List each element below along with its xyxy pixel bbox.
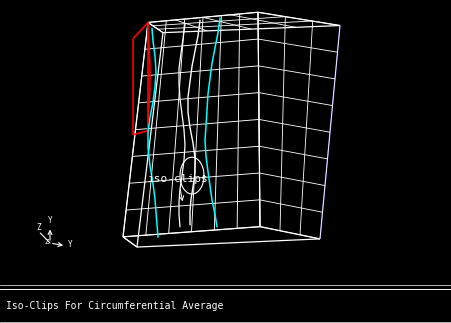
- Text: Z: Z: [37, 223, 41, 232]
- Text: Iso-Clips For Circumferential Average: Iso-Clips For Circumferential Average: [6, 301, 223, 311]
- Text: Z: Z: [45, 239, 49, 245]
- Text: Y: Y: [48, 215, 52, 224]
- Text: iso-clips: iso-clips: [148, 174, 209, 200]
- Text: Y: Y: [68, 240, 72, 249]
